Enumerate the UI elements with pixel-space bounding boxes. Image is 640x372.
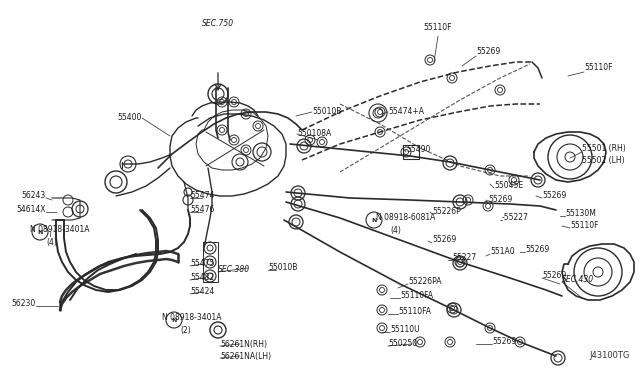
Text: -55227: -55227 [502, 214, 529, 222]
Text: N: N [37, 230, 43, 234]
Circle shape [366, 212, 382, 228]
Text: (2): (2) [180, 326, 191, 334]
Text: SEC.750: SEC.750 [202, 19, 234, 28]
Text: (4): (4) [46, 238, 57, 247]
Text: 55502 (LH): 55502 (LH) [582, 157, 625, 166]
Text: 55110F: 55110F [570, 221, 598, 231]
Text: N 08918-6081A: N 08918-6081A [376, 214, 435, 222]
Circle shape [166, 312, 182, 328]
Text: 55490: 55490 [406, 145, 430, 154]
Text: 55269: 55269 [432, 235, 456, 244]
Text: 55269: 55269 [525, 246, 549, 254]
Text: 55110FA: 55110FA [400, 292, 433, 301]
Text: (4): (4) [390, 225, 401, 234]
Text: N: N [172, 317, 177, 323]
Text: 55045E: 55045E [494, 180, 523, 189]
Text: 55474+A: 55474+A [388, 108, 424, 116]
Text: 55226PA: 55226PA [408, 278, 442, 286]
Text: 55130M: 55130M [565, 209, 596, 218]
Text: 55269: 55269 [542, 272, 566, 280]
Text: 55476: 55476 [190, 205, 214, 215]
Text: 55501 (RH): 55501 (RH) [582, 144, 626, 153]
Text: 55475: 55475 [190, 260, 214, 269]
Text: 55400: 55400 [118, 113, 142, 122]
Text: 55269: 55269 [488, 196, 512, 205]
Text: 56230: 56230 [12, 299, 36, 308]
Text: 55227: 55227 [452, 253, 476, 263]
Text: N 08918-3401A: N 08918-3401A [30, 225, 90, 234]
Text: 55010B: 55010B [312, 108, 341, 116]
Text: 55474: 55474 [190, 192, 214, 201]
Text: 56261NA(LH): 56261NA(LH) [220, 352, 271, 360]
Text: 551A0: 551A0 [490, 247, 515, 257]
Text: 55110F: 55110F [584, 64, 612, 73]
Text: 56243: 56243 [22, 192, 46, 201]
Text: 55269: 55269 [542, 192, 566, 201]
Circle shape [32, 224, 48, 240]
Text: 55010B: 55010B [268, 263, 298, 273]
Text: 55110FA: 55110FA [398, 308, 431, 317]
Text: 55110U: 55110U [390, 326, 420, 334]
Text: SEC.430: SEC.430 [562, 276, 594, 285]
Text: 550250: 550250 [388, 340, 417, 349]
Text: 55269: 55269 [492, 337, 516, 346]
Text: 550108A: 550108A [297, 129, 332, 138]
Text: N: N [371, 218, 377, 222]
Bar [403, 145, 419, 159]
Text: 55110F: 55110F [424, 23, 452, 32]
Text: N 08918-3401A: N 08918-3401A [162, 314, 221, 323]
Text: 56261N(RH): 56261N(RH) [220, 340, 267, 349]
Text: 54614X: 54614X [17, 205, 46, 215]
Text: 55424: 55424 [190, 288, 214, 296]
Text: J43100TG: J43100TG [589, 351, 630, 360]
Text: 55226P: 55226P [432, 206, 461, 215]
Text: 55482: 55482 [190, 273, 214, 282]
Text: SEC.380: SEC.380 [218, 266, 250, 275]
Text: 55269: 55269 [476, 48, 500, 57]
